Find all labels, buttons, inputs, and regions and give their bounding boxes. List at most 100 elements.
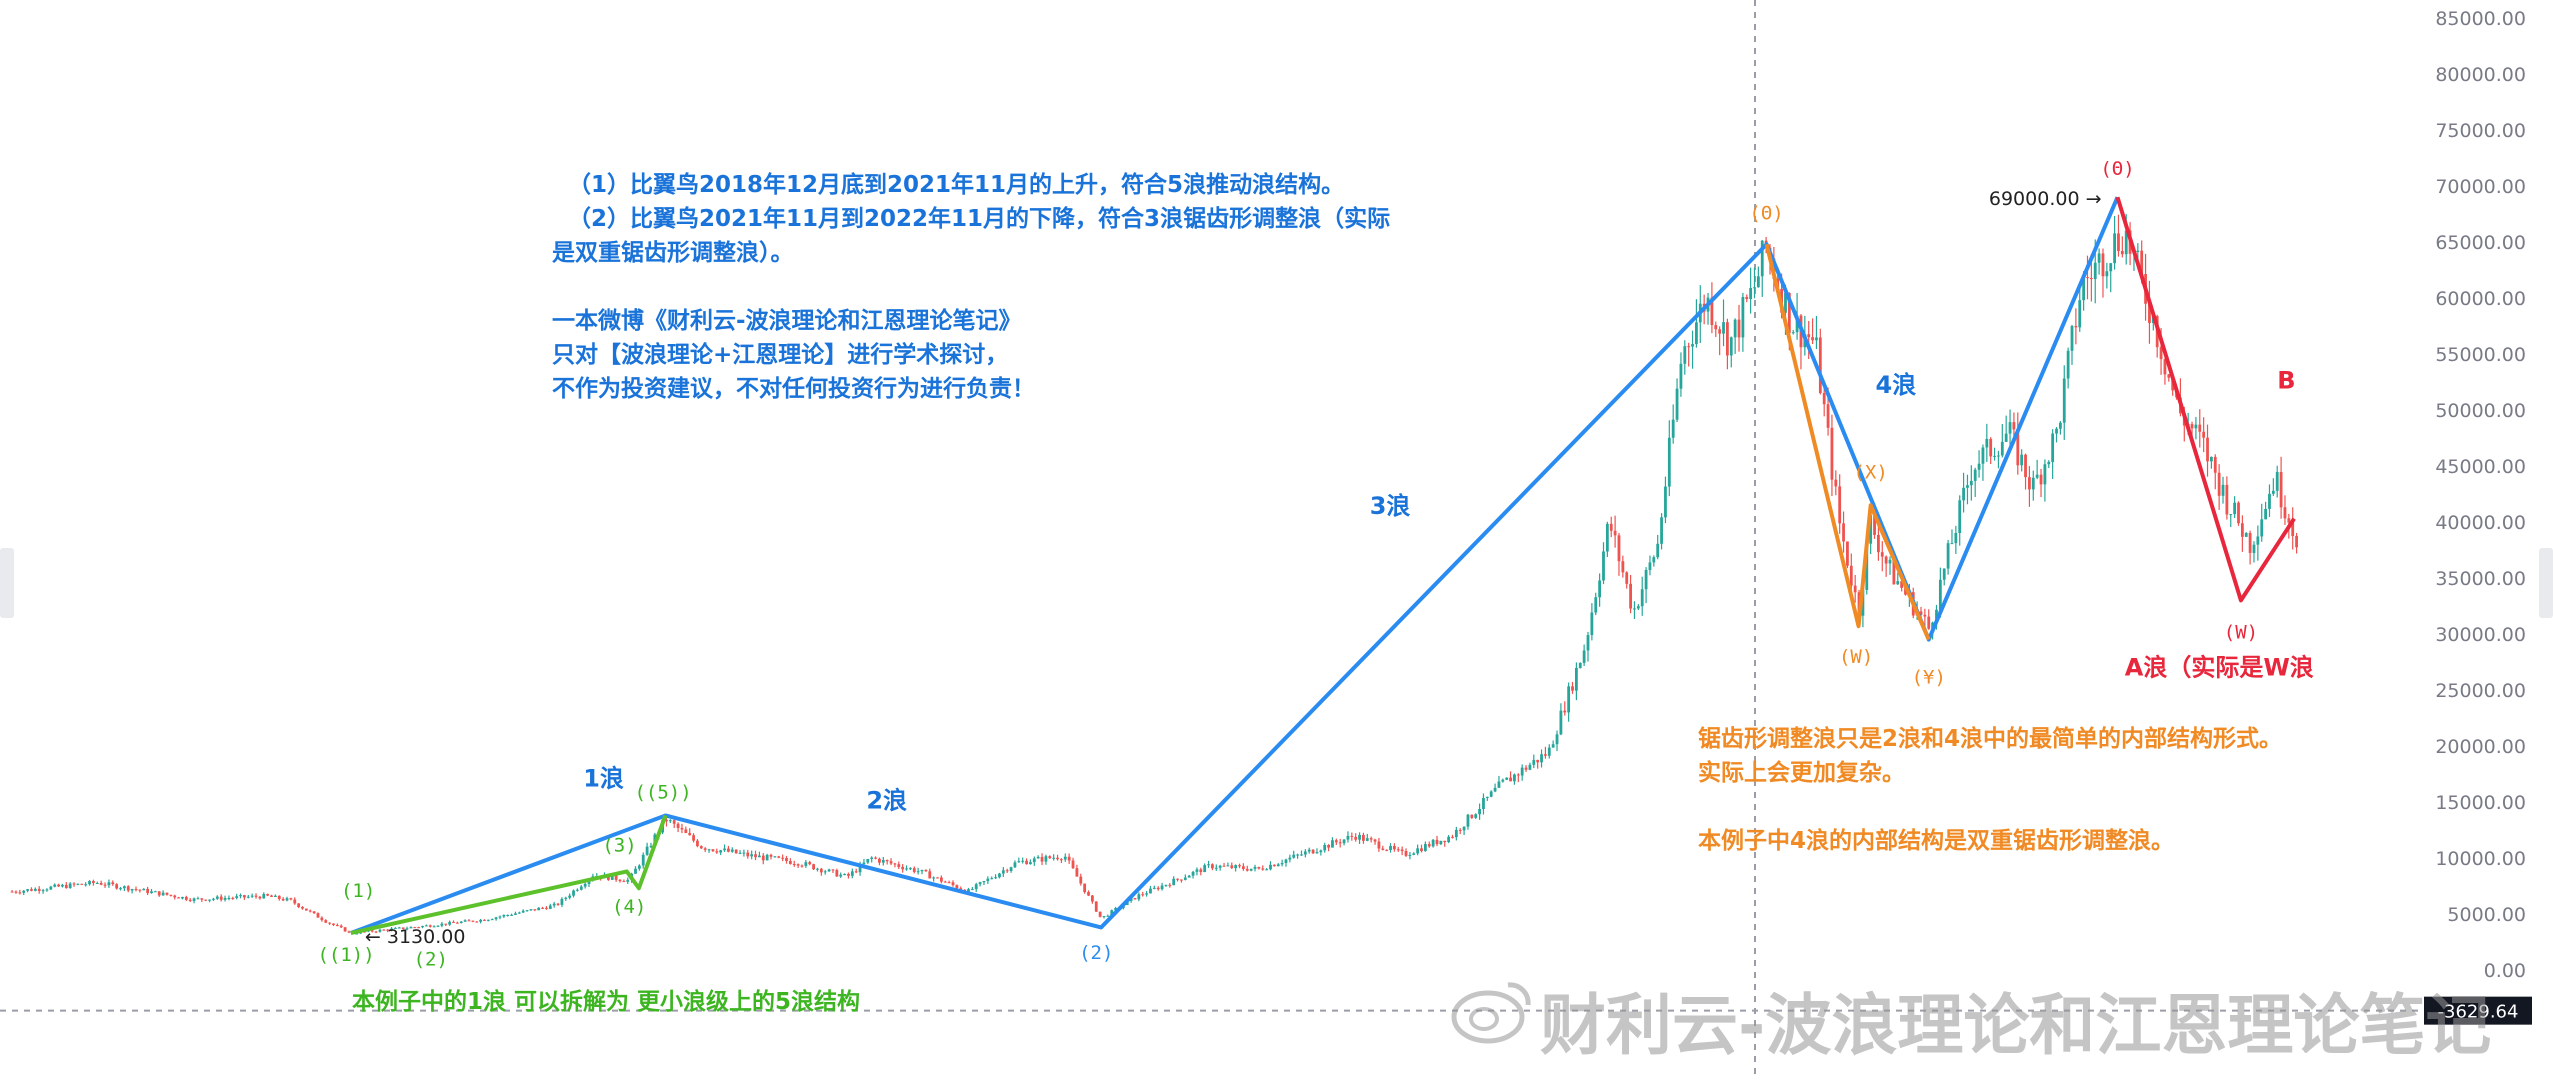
candle-body <box>235 896 239 898</box>
candle-body <box>1067 856 1071 861</box>
candle-body <box>572 890 575 896</box>
candle-body <box>1238 865 1241 867</box>
candle-body <box>715 851 719 853</box>
candle-body <box>1985 438 1989 448</box>
candle-body <box>610 875 614 880</box>
candle-body <box>537 907 541 911</box>
left-scroll-handle[interactable] <box>0 548 14 618</box>
candle-body <box>1431 839 1435 847</box>
candle-body <box>107 882 111 886</box>
candle-body <box>1338 842 1342 844</box>
candle-body <box>874 857 877 859</box>
candle-body <box>1377 841 1381 849</box>
candle-body <box>1466 814 1470 827</box>
candle-body <box>1896 581 1900 585</box>
candle-body <box>332 923 335 925</box>
candle-body <box>994 877 997 879</box>
candle-body <box>924 869 928 872</box>
candle-body <box>1633 608 1636 610</box>
candle-body <box>730 849 734 852</box>
candle-body <box>1482 797 1485 810</box>
candle-body <box>1164 884 1168 886</box>
low-price-label: ← 3130.00 <box>365 926 466 948</box>
candle-body <box>1272 864 1276 867</box>
y-tick-label: 40000.00 <box>2435 512 2526 534</box>
candle-body <box>1474 814 1478 818</box>
candle-body <box>1257 866 1261 869</box>
candle-body <box>2109 263 2113 272</box>
candle-body <box>153 891 157 893</box>
candle-body <box>1183 877 1187 880</box>
candle-body <box>2031 477 2035 490</box>
zigzag-note: 锯齿形调整浪只是2浪和4浪中的最简单的内部结构形式。 实际上会更加复杂。 本例子… <box>1698 726 2283 854</box>
candle-body <box>2066 350 2070 379</box>
candle-body <box>1385 849 1389 851</box>
candle-body <box>2074 326 2078 328</box>
candle-body <box>1791 332 1795 334</box>
candle-body <box>943 881 947 883</box>
candle-body <box>1133 898 1137 900</box>
candle-body <box>161 892 165 896</box>
candle-body <box>390 928 393 931</box>
candle-body <box>2117 233 2120 251</box>
candle-body <box>103 884 107 886</box>
candle-body <box>1652 557 1656 563</box>
candle-body <box>1137 894 1141 900</box>
candle-body <box>1807 334 1811 338</box>
candle-body <box>1629 583 1632 609</box>
candle-body <box>947 882 951 884</box>
candle-body <box>2233 502 2237 515</box>
y-tick-label: 0.00 <box>2484 960 2526 982</box>
candle-body <box>502 915 506 917</box>
candle-body <box>843 873 846 875</box>
analysis-note: （1）比翼鸟2018年12月底到2021年11月的上升，符合5浪推动浪结构。 （… <box>552 172 1391 402</box>
candle-body <box>2240 523 2244 537</box>
candle-body <box>750 854 754 857</box>
y-tick-label: 45000.00 <box>2435 456 2526 478</box>
candle-body <box>850 871 854 876</box>
candle-body <box>355 933 359 935</box>
candle-body <box>2105 271 2109 277</box>
y-tick-label: 50000.00 <box>2435 400 2526 422</box>
candle-body <box>219 896 223 900</box>
candle-body <box>1443 840 1447 843</box>
candle-body <box>471 920 475 922</box>
candle-body <box>320 917 324 921</box>
candle-body <box>1199 869 1203 873</box>
candle-body <box>57 884 60 887</box>
candle-body <box>2051 433 2055 462</box>
candle-body <box>1594 597 1598 613</box>
candle-body <box>970 889 974 891</box>
candle-body <box>1369 838 1373 840</box>
candle-body <box>1613 530 1617 536</box>
candle-body <box>1191 871 1195 876</box>
candle-body <box>1540 754 1543 763</box>
candle-body <box>1373 839 1377 842</box>
candle-body <box>1695 322 1698 345</box>
weibo-logo-icon <box>1451 982 1531 1044</box>
candle-body <box>2268 493 2271 509</box>
candle-body <box>53 884 57 887</box>
wave-label: B <box>2277 367 2295 395</box>
wave-lines <box>350 196 2296 935</box>
candle-body <box>436 925 440 927</box>
candle-body <box>665 819 668 822</box>
candle-body <box>68 883 72 888</box>
candle-body <box>1156 887 1160 890</box>
candle-body <box>401 927 405 929</box>
candle-body <box>394 927 397 929</box>
candle-body <box>200 898 204 900</box>
candle-body <box>146 888 150 894</box>
candle-body <box>1075 868 1079 877</box>
candle-body <box>88 881 91 885</box>
candle-body <box>967 889 970 893</box>
candle-body <box>76 883 80 885</box>
y-tick-label: 75000.00 <box>2435 120 2526 142</box>
candle-body <box>1571 686 1574 691</box>
candle-body <box>1904 587 1907 595</box>
candle-body <box>1640 589 1644 607</box>
candle-body <box>1052 857 1056 859</box>
candle-body <box>165 892 169 895</box>
right-scroll-handle[interactable] <box>2539 548 2553 618</box>
